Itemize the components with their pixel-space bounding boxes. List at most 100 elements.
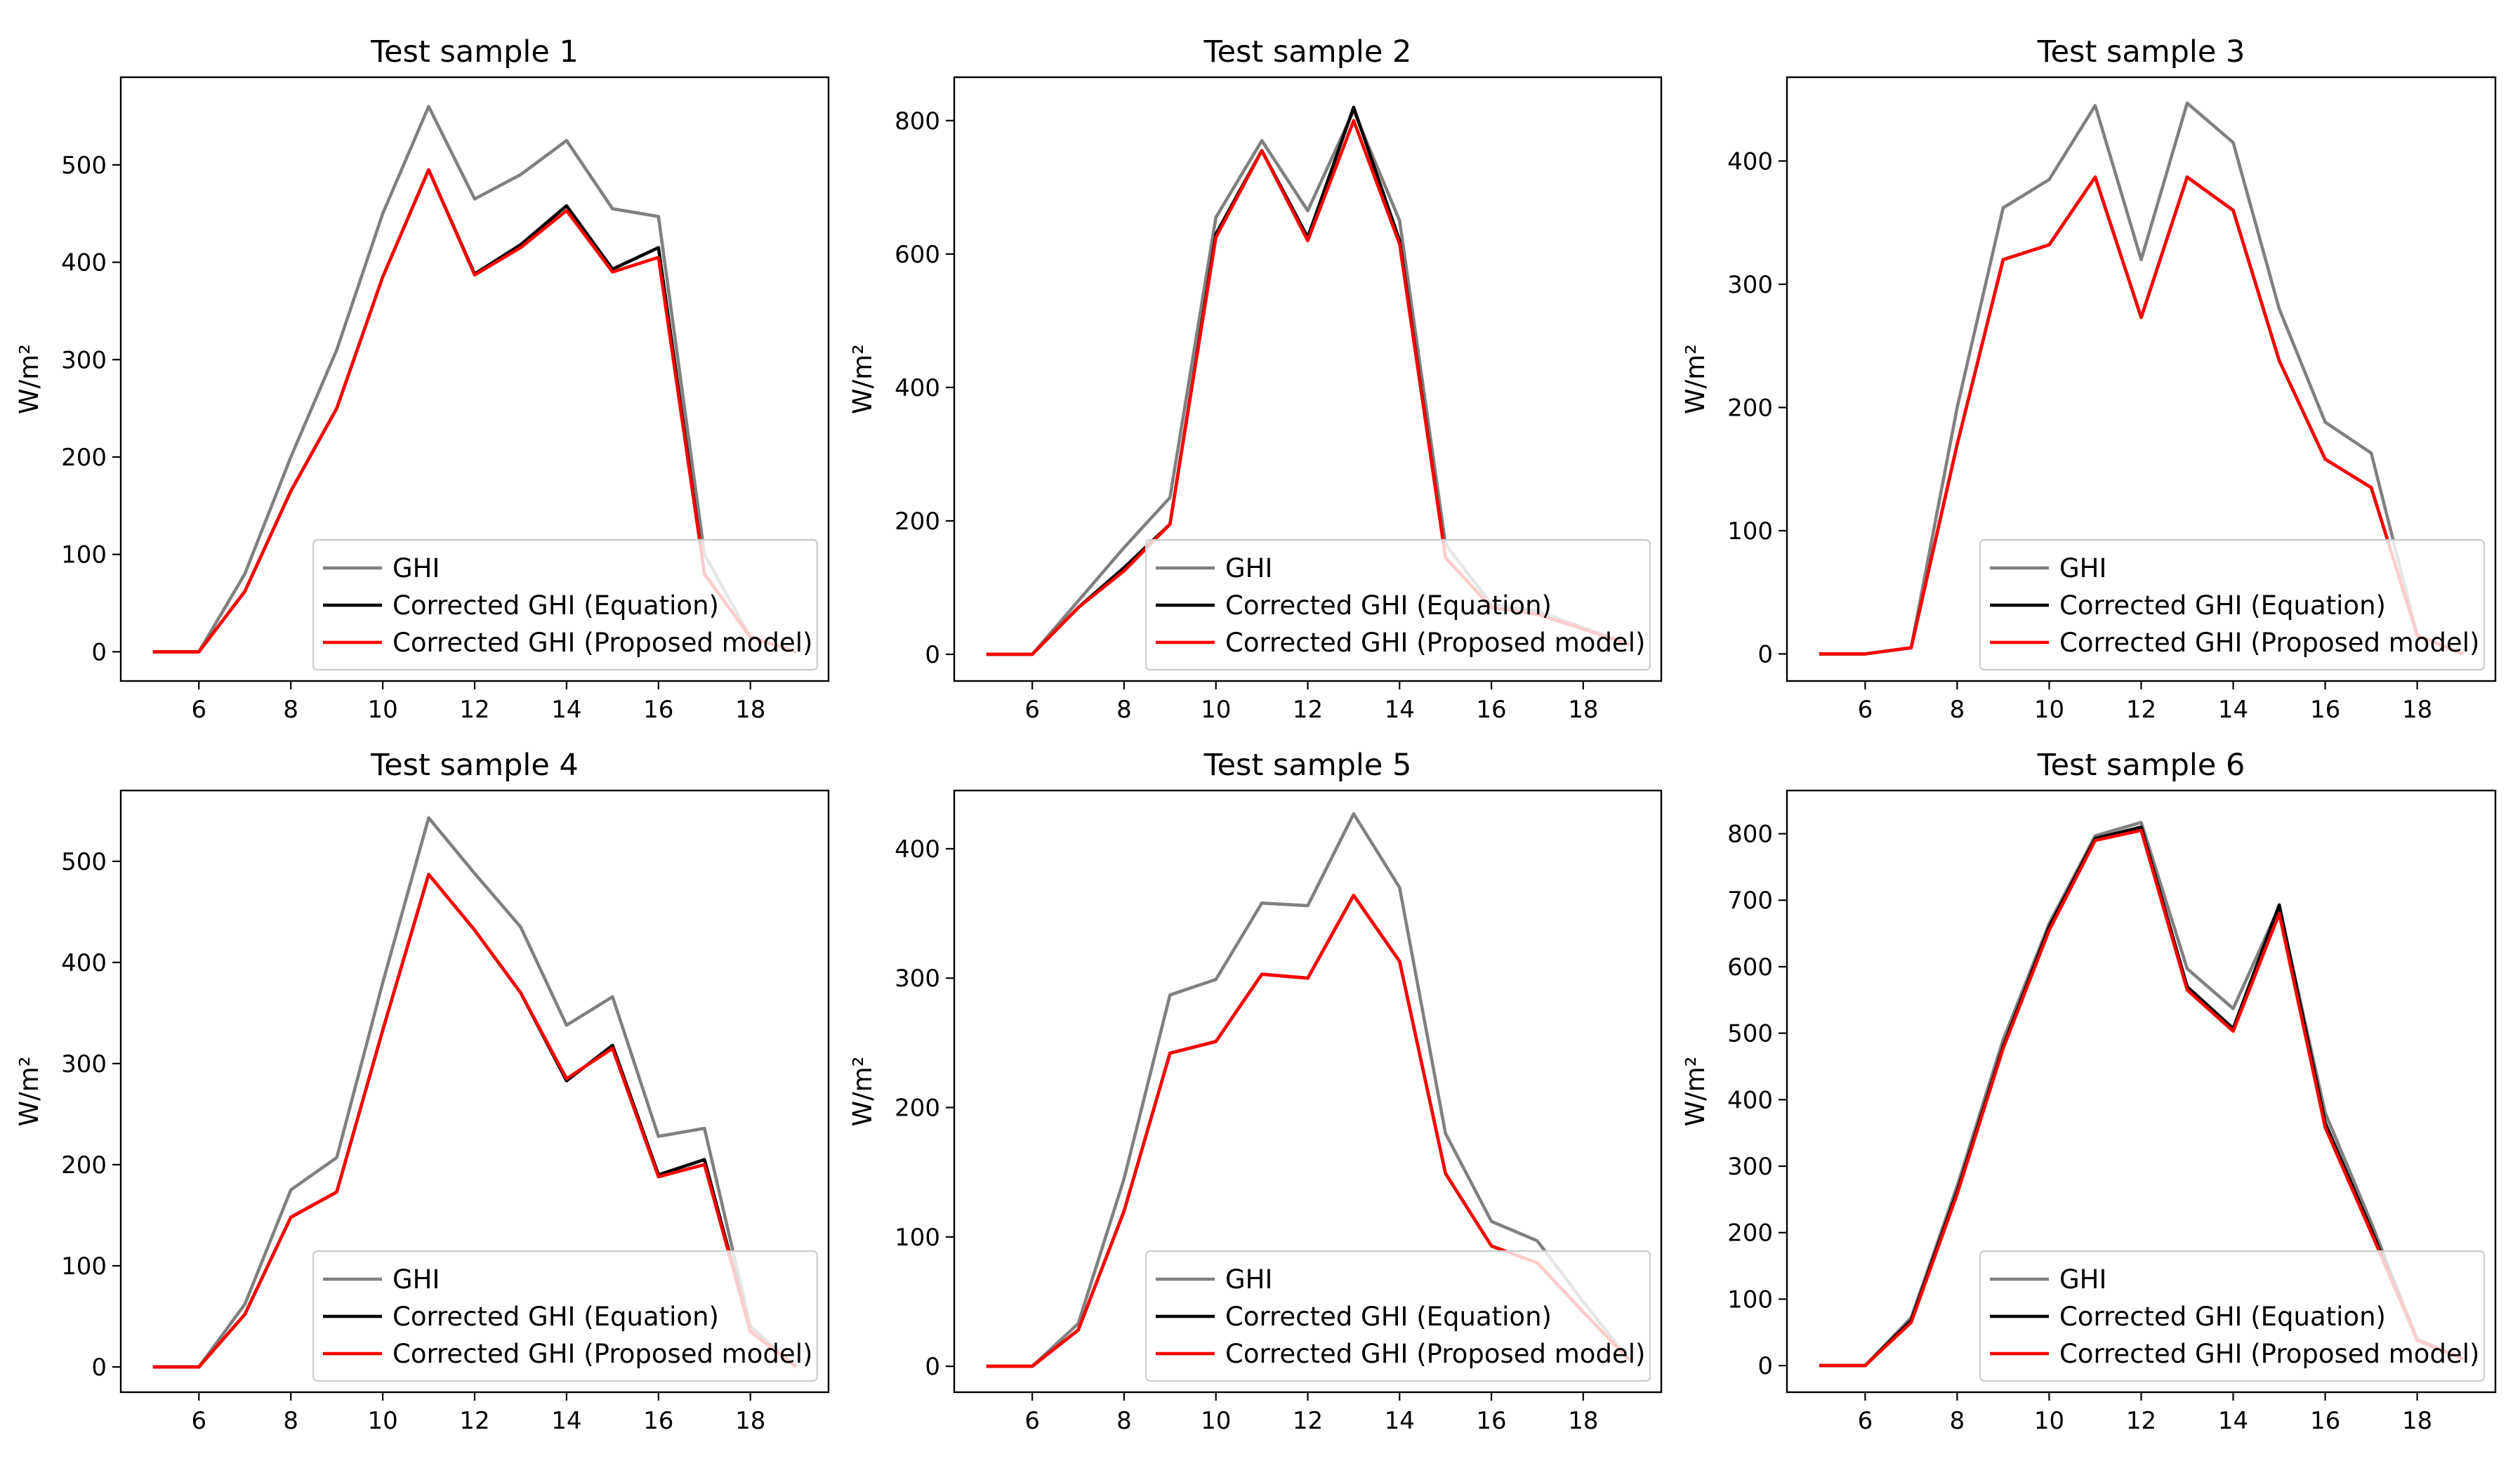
x-tick-label: 12 [459, 1407, 489, 1435]
x-tick-label: 14 [1385, 696, 1415, 724]
x-tick-label: 18 [1568, 696, 1598, 724]
series-line-proposed [152, 873, 798, 1369]
legend: GHI Corrected GHI (Equation) Corrected GHI… [1144, 538, 1651, 671]
y-tick-label: 200 [895, 1095, 940, 1123]
legend-label: Corrected GHI (Equation) [392, 590, 719, 621]
subplot-6: Test sample 6 W/m² 6 8 10 12 14 16 18 0 100 200 300 4… [1680, 748, 2497, 1435]
y-tick-label: 100 [1727, 1285, 1773, 1314]
y-tick-label: 0 [1757, 1352, 1773, 1380]
x-tick-label: 10 [2034, 1407, 2064, 1435]
subplot-4: Test sample 4 W/m² 6 8 10 12 14 16 18 0 100 200 300 4… [14, 748, 830, 1435]
y-tick-label: 800 [895, 107, 940, 135]
y-tick-label: 300 [1727, 1153, 1773, 1181]
x-tick-label: 12 [2126, 1407, 2156, 1435]
y-tick-label: 100 [1727, 517, 1773, 546]
legend-label: Corrected GHI (Equation) [2059, 590, 2386, 621]
y-axis-label: W/m² [14, 1057, 44, 1127]
x-tick-label: 8 [1116, 696, 1132, 724]
x-tick-label: 6 [191, 696, 206, 724]
legend-frame [1979, 538, 2486, 671]
x-tick-label: 10 [1201, 696, 1231, 724]
x-tick-label: 8 [1950, 1407, 1965, 1435]
chart-title: Test sample 6 [2037, 748, 2245, 783]
x-tick-label: 8 [1116, 1407, 1132, 1435]
y-tick-label: 200 [1727, 394, 1773, 422]
y-tick-label: 400 [61, 949, 107, 977]
legend: GHI Corrected GHI (Equation) Corrected GHI… [1979, 1250, 2486, 1382]
y-tick-label: 200 [61, 444, 107, 472]
plot-area [119, 789, 830, 1394]
x-tick-label: 8 [283, 1407, 298, 1435]
x-tick-label: 16 [2310, 1407, 2340, 1435]
x-tick-label: 12 [1293, 696, 1323, 724]
y-tick-label: 800 [1727, 821, 1773, 849]
legend-label: Corrected GHI (Equation) [1225, 1302, 1552, 1332]
x-tick-label: 16 [2310, 696, 2340, 724]
y-tick-label: 0 [925, 641, 940, 669]
x-tick-label: 14 [1385, 1407, 1415, 1435]
legend-label: GHI [2059, 1264, 2106, 1295]
legend-label: Corrected GHI (Proposed model) [1225, 628, 1645, 658]
x-tick-label: 18 [2402, 1407, 2432, 1435]
x-tick-label: 18 [1568, 1407, 1598, 1435]
series-line-proposed [152, 168, 797, 654]
x-tick-label: 16 [643, 696, 673, 724]
legend-label: Corrected GHI (Equation) [392, 1302, 719, 1332]
subplot-3: Test sample 3 W/m² 6 8 10 12 14 16 18 0 100 200 300 4… [1680, 34, 2497, 724]
y-tick-label: 300 [61, 1050, 107, 1078]
legend-frame [312, 538, 819, 671]
legend-label: Corrected GHI (Proposed model) [2059, 1339, 2479, 1369]
y-tick-label: 400 [895, 835, 940, 864]
legend-label: GHI [2059, 553, 2106, 583]
y-tick-label: 400 [895, 374, 940, 402]
y-axis-label: W/m² [14, 344, 44, 414]
legend-label: GHI [392, 553, 440, 583]
y-tick-label: 600 [1727, 953, 1773, 981]
x-tick-label: 16 [1476, 1407, 1506, 1435]
x-tick-label: 10 [1201, 1407, 1231, 1435]
subplot-1: Test sample 1 W/m² 6 8 10 12 14 16 18 0 100 200 300 4… [14, 34, 830, 724]
y-tick-label: 500 [1727, 1020, 1773, 1048]
y-tick-label: 0 [925, 1353, 940, 1381]
y-tick-label: 0 [1757, 640, 1773, 668]
plot-area [1786, 789, 2497, 1394]
y-tick-label: 100 [61, 541, 107, 569]
chart-title: Test sample 1 [370, 34, 579, 70]
y-tick-label: 300 [1727, 271, 1773, 299]
subplot-2: Test sample 2 W/m² 6 8 10 12 14 16 18 0 200 400 600 8… [847, 34, 1663, 724]
y-axis-label: W/m² [1680, 1057, 1710, 1127]
series-line-proposed [1819, 828, 2464, 1368]
y-tick-label: 500 [61, 152, 107, 180]
y-axis-label: W/m² [847, 344, 878, 414]
x-tick-label: 8 [283, 696, 298, 724]
x-tick-label: 16 [1476, 696, 1506, 724]
x-tick-label: 6 [1858, 696, 1873, 724]
plot-area [119, 76, 830, 682]
y-tick-label: 300 [61, 346, 107, 374]
legend-frame [1144, 1250, 1651, 1382]
y-tick-label: 200 [1727, 1219, 1773, 1248]
plot-area [1786, 76, 2497, 682]
x-tick-label: 18 [2402, 696, 2432, 724]
x-tick-label: 6 [1024, 696, 1040, 724]
x-tick-label: 10 [367, 1407, 397, 1435]
x-tick-label: 14 [551, 1407, 581, 1435]
plot-area [953, 76, 1663, 682]
x-tick-label: 8 [1950, 696, 1965, 724]
chart-title: Test sample 2 [1203, 34, 1412, 70]
legend-label: Corrected GHI (Proposed model) [392, 628, 812, 658]
y-axis-label: W/m² [847, 1057, 878, 1127]
x-tick-label: 12 [2126, 696, 2156, 724]
series-line-ghi [986, 812, 1631, 1368]
x-tick-label: 14 [551, 696, 581, 724]
y-tick-label: 200 [895, 508, 940, 536]
y-tick-label: 600 [895, 241, 940, 269]
plot-area [953, 789, 1663, 1394]
legend-label: Corrected GHI (Equation) [1225, 590, 1552, 621]
legend-label: GHI [1225, 553, 1272, 583]
x-tick-label: 6 [1858, 1407, 1873, 1435]
legend: GHI Corrected GHI (Equation) Corrected GHI… [1979, 538, 2486, 671]
legend-label: Corrected GHI (Proposed model) [2059, 628, 2479, 658]
x-tick-label: 18 [735, 696, 765, 724]
